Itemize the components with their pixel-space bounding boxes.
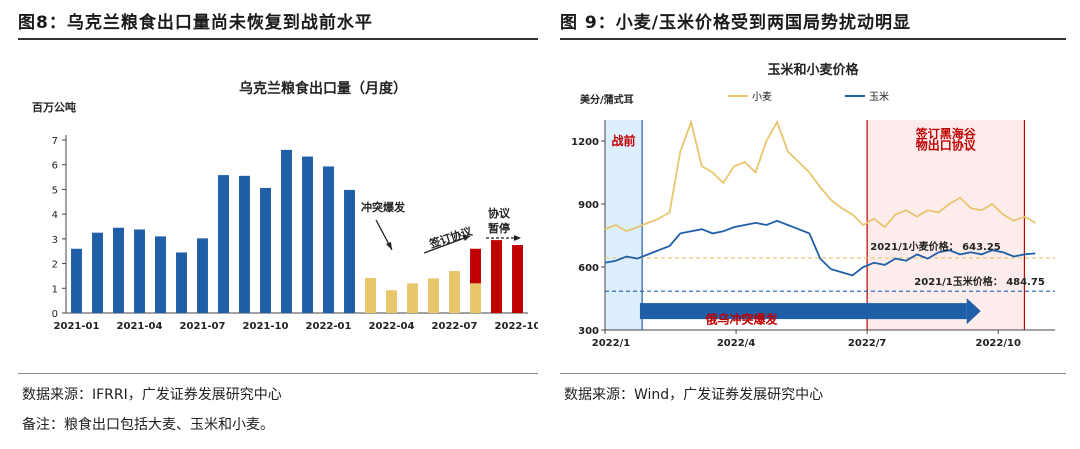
bar-2021-10 — [260, 187, 271, 313]
x-tick-label: 2022/1 — [592, 338, 630, 349]
wheat-price-line — [604, 119, 1036, 233]
annotation-agreement-arrowhead — [462, 235, 470, 241]
x-tick-label: 2021-07 — [180, 321, 226, 332]
region-agreement — [867, 120, 1025, 330]
bar-2022-10 — [512, 245, 523, 313]
region-agreement-label-2: 物出口协议 — [916, 137, 977, 152]
x-tick-label: 2021-01 — [54, 321, 100, 332]
annotation-conflict-arrowhead — [386, 242, 392, 250]
y-tick-label: 0 — [52, 309, 58, 320]
bar-2021-11 — [281, 149, 292, 313]
corn-reference-label: 2021/1玉米价格： 484.75 — [914, 275, 1045, 288]
wheat-reference-label: 2021/1小麦价格： 643.25 — [870, 240, 1001, 253]
region-prewar-label: 战前 — [612, 133, 636, 148]
legend-corn-label: 玉米 — [869, 90, 889, 103]
bar-2021-07 — [197, 238, 208, 313]
legend-wheat-label: 小麦 — [752, 91, 772, 103]
annotation-suspend-arrowhead — [514, 235, 521, 241]
bar-2021-01 — [71, 248, 82, 313]
annotation-suspend-2: 暂停 — [488, 221, 510, 235]
bar-2021-09 — [239, 175, 250, 313]
x-axis: 2021-01 2021-04 2021-07 2021-10 2022-01 2022-… — [54, 321, 538, 332]
bar-2021-04 — [134, 229, 145, 313]
y-tick-label: 1200 — [571, 137, 599, 148]
conflict-arrow-label: 俄乌冲突爆发 — [704, 312, 778, 327]
y-tick-label: 5 — [52, 185, 58, 196]
left-figure-title: 图8：乌克兰粮食出口量尚未恢复到战前水平 — [18, 13, 373, 33]
region-prewar — [605, 120, 643, 330]
bar-2022-05 — [407, 283, 418, 313]
left-title-rule — [18, 38, 538, 40]
bar-2022-02 — [344, 189, 355, 313]
y-axis-unit: 百万公吨 — [32, 100, 76, 114]
y-axis-unit: 美分/蒲式耳 — [580, 93, 634, 106]
conflict-arrow-head — [966, 298, 981, 325]
bar-2022-08 — [470, 248, 481, 284]
annotation-conflict: 冲突爆发 — [361, 200, 406, 214]
y-tick-label: 300 — [578, 326, 599, 337]
left-note: 备注：粮食出口包括大麦、玉米和小麦。 — [22, 417, 274, 433]
bar-2022-03 — [365, 277, 376, 313]
y-tick-label: 6 — [52, 161, 58, 172]
chart-title: 乌克兰粮食出口量（月度） — [239, 80, 407, 97]
bar-2021-03 — [113, 227, 124, 313]
x-tick-label: 2022-01 — [306, 321, 352, 332]
y-tick-label: 2 — [52, 260, 58, 271]
y-tick-label: 7 — [52, 136, 58, 147]
left-footer-rule — [18, 373, 538, 374]
axes-group: 300 600 900 1200 2022/1 2022/4 2022/7 2022/10 — [571, 120, 1055, 349]
bar-2021-02 — [92, 232, 103, 313]
annotation-suspend-1: 协议 — [488, 206, 511, 220]
annotation-agreement-arrow — [423, 235, 471, 254]
bars-group — [71, 149, 523, 313]
chart-title: 玉米和小麦价格 — [767, 62, 859, 78]
bar-2022-09 — [491, 240, 502, 313]
bar-2022-04 — [386, 290, 397, 313]
lines-group — [604, 119, 1055, 292]
x-tick-label: 2021-04 — [117, 321, 163, 332]
x-tick-label: 2021-10 — [243, 321, 289, 332]
right-source: 数据来源：Wind，广发证券发展研究中心 — [564, 387, 824, 403]
right-title-rule — [560, 38, 1066, 40]
right-footer-rule — [560, 373, 1066, 374]
region-agreement-label-1: 签订黑海谷 — [915, 126, 977, 141]
y-tick-label: 600 — [578, 263, 599, 274]
bar-2022-08 — [470, 283, 481, 313]
y-tick-label: 3 — [52, 235, 58, 246]
x-tick-label: 2022-10 — [495, 321, 538, 332]
y-tick-label: 900 — [578, 200, 599, 211]
bar-2021-12 — [302, 156, 313, 313]
x-tick-label: 2022-07 — [432, 321, 478, 332]
corn-price-line — [604, 219, 1036, 277]
bar-2022-07 — [449, 270, 460, 313]
bar-2021-05 — [155, 236, 166, 313]
conflict-arrow-body — [639, 303, 967, 320]
price-line-chart: 玉米和小麦价格 美分/蒲式耳 小麦 玉米 300 600 900 1200 2022/1… — [571, 62, 1055, 349]
y-tick-label: 4 — [52, 210, 58, 221]
left-source: 数据来源：IFRRI，广发证券发展研究中心 — [22, 387, 282, 403]
x-tick-label: 2022/4 — [717, 338, 755, 349]
bar-2021-08 — [218, 175, 229, 313]
x-tick-label: 2022/10 — [976, 338, 1021, 349]
y-tick-label: 1 — [52, 284, 58, 295]
bar-2022-06 — [428, 278, 439, 313]
x-tick-label: 2022/7 — [848, 338, 886, 349]
bar-2022-01 — [323, 166, 334, 313]
x-tick-label: 2022-04 — [369, 321, 415, 332]
bar-2021-06 — [176, 252, 187, 313]
right-figure-title: 图 9：小麦/玉米价格受到两国局势扰动明显 — [560, 13, 911, 33]
regions-group — [605, 120, 1026, 330]
